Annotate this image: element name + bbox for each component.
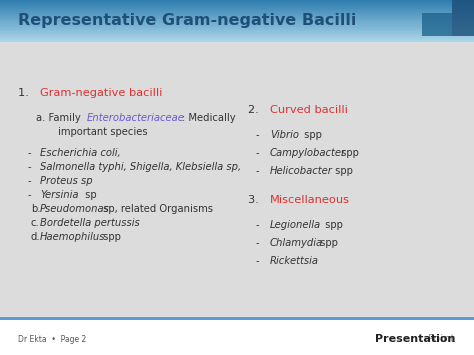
Text: Rickettsia: Rickettsia (270, 256, 319, 266)
Text: : Medically: : Medically (182, 113, 236, 123)
Bar (0, 10, 474, 11)
Bar (0, 2, 474, 3)
Bar (0, 17, 474, 18)
Text: spp: spp (332, 166, 353, 176)
Text: sp, related Organisms: sp, related Organisms (100, 204, 213, 214)
Bar (0, 1, 474, 2)
Text: -: - (28, 190, 32, 200)
Bar (0, 18, 474, 20)
Text: c.: c. (31, 218, 40, 228)
Bar (0, 36, 474, 37)
Text: Proteus sp: Proteus sp (40, 176, 92, 186)
Text: spp: spp (337, 148, 358, 158)
Text: Legionella: Legionella (270, 220, 321, 230)
Bar (0, 20, 474, 21)
Bar (0, 15, 474, 16)
Text: Vibrio: Vibrio (270, 130, 299, 140)
Text: Point: Point (428, 334, 456, 344)
Bar (0, 21, 474, 22)
Bar (0, 28, 474, 29)
Bar (0, 317, 474, 320)
Bar (0, 34, 474, 35)
Bar (0, 11, 474, 12)
Text: Presentation: Presentation (374, 334, 455, 344)
Bar (0, 320, 474, 355)
Bar (0, 40, 474, 41)
Text: Chlamydia: Chlamydia (270, 238, 323, 248)
Bar (0, 6, 474, 7)
Bar (0, 0, 474, 1)
Bar (0, 12, 474, 13)
Text: -: - (256, 130, 260, 140)
Text: -: - (256, 148, 260, 158)
Text: Curved bacilli: Curved bacilli (270, 105, 348, 115)
Text: -: - (28, 148, 32, 158)
Bar (0, 23, 474, 24)
Bar (0, 35, 474, 36)
Bar (0, 4, 474, 5)
Text: Bordetella pertussis: Bordetella pertussis (40, 218, 140, 228)
Bar (0, 38, 474, 39)
Text: Helicobacter: Helicobacter (270, 166, 333, 176)
Bar (0, 37, 474, 38)
Text: 3.: 3. (248, 195, 263, 205)
Text: spp: spp (301, 130, 322, 140)
Bar (0, 22, 474, 23)
Bar (0, 39, 474, 40)
Text: 1.: 1. (18, 88, 33, 98)
Bar (0, 27, 474, 28)
Bar (0, 33, 474, 34)
Text: Haemophilus: Haemophilus (40, 232, 106, 242)
Text: -: - (256, 166, 260, 176)
Text: spp: spp (322, 220, 343, 230)
Text: -: - (256, 220, 260, 230)
Bar (0, 8, 474, 9)
Text: Representative Gram-negative Bacilli: Representative Gram-negative Bacilli (18, 13, 356, 28)
Text: -: - (28, 162, 32, 172)
Text: Campylobacter: Campylobacter (270, 148, 346, 158)
Bar (0, 14, 474, 15)
Text: sp: sp (82, 190, 97, 200)
Text: Escherichia coli,: Escherichia coli, (40, 148, 120, 158)
Text: 2.: 2. (248, 105, 263, 115)
Bar (0, 24, 474, 26)
Bar (0, 16, 474, 17)
Text: spp: spp (317, 238, 337, 248)
Bar (0, 3, 474, 4)
Text: important species: important species (58, 127, 147, 137)
Text: Dr Ekta  •  Page 2: Dr Ekta • Page 2 (18, 334, 86, 344)
Bar (0, 26, 474, 27)
Bar (0, 32, 474, 33)
Text: a. Family: a. Family (36, 113, 84, 123)
Bar (0, 29, 474, 31)
Bar (0, 9, 474, 10)
Text: Pseudomonas: Pseudomonas (40, 204, 110, 214)
Text: Miscellaneous: Miscellaneous (270, 195, 350, 205)
Text: -: - (256, 256, 260, 266)
Bar (0, 7, 474, 8)
Text: Enterobacteriaceae: Enterobacteriaceae (87, 113, 185, 123)
Text: d.: d. (31, 232, 41, 242)
Text: Yersinia: Yersinia (40, 190, 79, 200)
Text: spp: spp (100, 232, 121, 242)
Text: -: - (28, 176, 32, 186)
Text: Salmonella typhi, Shigella, Klebsiella sp,: Salmonella typhi, Shigella, Klebsiella s… (40, 162, 241, 172)
Bar (0, 13, 474, 14)
Bar (422, 13, 452, 36)
Text: -: - (256, 238, 260, 248)
Bar (0, 41, 474, 42)
Bar (0, 31, 474, 32)
Bar (452, 0, 474, 36)
Text: Gram-negative bacilli: Gram-negative bacilli (40, 88, 163, 98)
Bar (0, 5, 474, 6)
Text: b.: b. (31, 204, 40, 214)
